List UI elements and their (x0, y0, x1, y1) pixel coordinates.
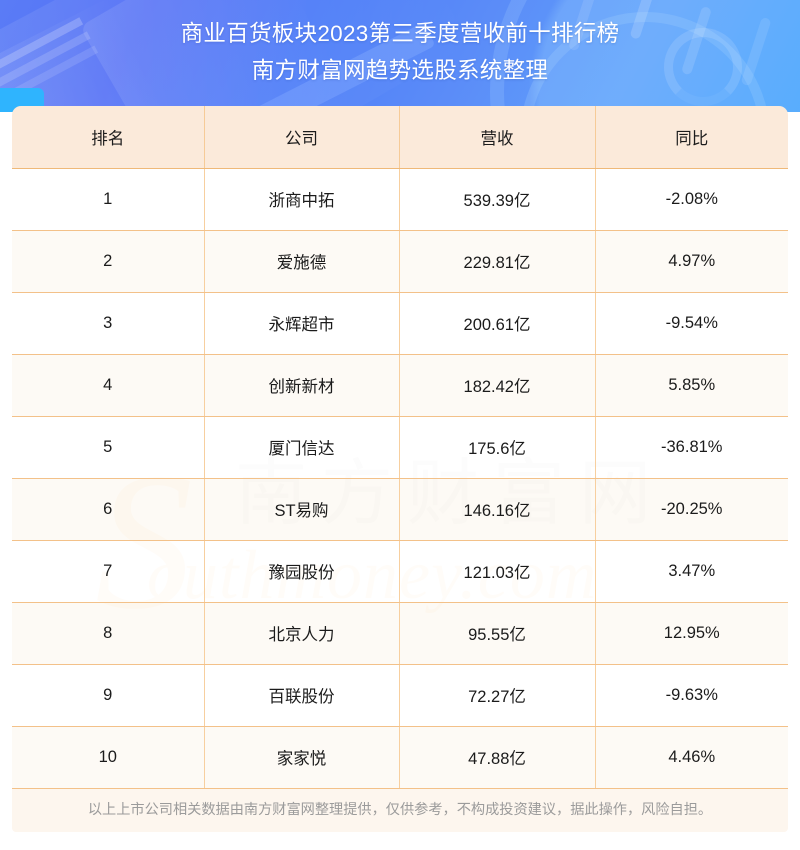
cell-revenue: 47.88亿 (399, 726, 596, 789)
table-row: 8 北京人力 95.55亿 12.95% (12, 602, 788, 665)
page-title-line-1: 商业百货板块2023第三季度营收前十排行榜 (180, 21, 620, 46)
table-row: 2 爱施德 229.81亿 4.97% (12, 230, 788, 293)
cell-yoy: -36.81% (595, 416, 788, 479)
cell-revenue: 121.03亿 (399, 540, 596, 603)
cell-yoy: -20.25% (595, 478, 788, 541)
cell-rank: 1 (12, 168, 205, 231)
table-row: 7 豫园股份 121.03亿 3.47% (12, 540, 788, 603)
cell-rank: 8 (12, 602, 205, 665)
cell-rank: 7 (12, 540, 205, 603)
cell-yoy: 5.85% (595, 354, 788, 417)
ranking-table-container: 排名 公司 营收 同比 1 浙商中拓 539.39亿 -2.08% 2 爱施德 … (12, 106, 788, 789)
column-header-rank: 排名 (12, 106, 205, 169)
page-title-line-2: 南方财富网趋势选股系统整理 (251, 58, 549, 83)
table-header-row: 排名 公司 营收 同比 (12, 106, 788, 169)
table-row: 6 ST易购 146.16亿 -20.25% (12, 478, 788, 541)
table-body: 1 浙商中拓 539.39亿 -2.08% 2 爱施德 229.81亿 4.97… (12, 168, 788, 789)
cell-yoy: 4.46% (595, 726, 788, 789)
ranking-table: 排名 公司 营收 同比 1 浙商中拓 539.39亿 -2.08% 2 爱施德 … (12, 106, 788, 789)
cell-rank: 2 (12, 230, 205, 293)
page-title: 商业百货板块2023第三季度营收前十排行榜 南方财富网趋势选股系统整理 (0, 0, 800, 87)
table-row: 4 创新新材 182.42亿 5.85% (12, 354, 788, 417)
cell-company: 家家悦 (204, 726, 400, 789)
cell-company: 创新新材 (204, 354, 400, 417)
column-header-revenue: 营收 (399, 106, 596, 169)
cell-rank: 6 (12, 478, 205, 541)
cell-revenue: 175.6亿 (399, 416, 596, 479)
cell-company: 永辉超市 (204, 292, 400, 355)
cell-revenue: 182.42亿 (399, 354, 596, 417)
cell-revenue: 72.27亿 (399, 664, 596, 727)
cell-rank: 9 (12, 664, 205, 727)
cell-company: ST易购 (204, 478, 400, 541)
column-header-yoy: 同比 (595, 106, 788, 169)
cell-company: 北京人力 (204, 602, 400, 665)
cell-company: 厦门信达 (204, 416, 400, 479)
cell-company: 豫园股份 (204, 540, 400, 603)
cell-yoy: 3.47% (595, 540, 788, 603)
cell-revenue: 200.61亿 (399, 292, 596, 355)
cell-rank: 3 (12, 292, 205, 355)
cell-yoy: 4.97% (595, 230, 788, 293)
cell-revenue: 539.39亿 (399, 168, 596, 231)
cell-revenue: 146.16亿 (399, 478, 596, 541)
table-row: 5 厦门信达 175.6亿 -36.81% (12, 416, 788, 479)
column-header-company: 公司 (204, 106, 400, 169)
page-banner: 商业百货板块2023第三季度营收前十排行榜 南方财富网趋势选股系统整理 (0, 0, 800, 112)
cell-revenue: 229.81亿 (399, 230, 596, 293)
table-row: 9 百联股份 72.27亿 -9.63% (12, 664, 788, 727)
cell-revenue: 95.55亿 (399, 602, 596, 665)
cell-rank: 5 (12, 416, 205, 479)
cell-yoy: -2.08% (595, 168, 788, 231)
table-row: 10 家家悦 47.88亿 4.46% (12, 726, 788, 789)
table-row: 3 永辉超市 200.61亿 -9.54% (12, 292, 788, 355)
cell-company: 爱施德 (204, 230, 400, 293)
cell-yoy: -9.54% (595, 292, 788, 355)
table-header: 排名 公司 营收 同比 (12, 106, 788, 169)
table-row: 1 浙商中拓 539.39亿 -2.08% (12, 168, 788, 231)
cell-company: 百联股份 (204, 664, 400, 727)
cell-company: 浙商中拓 (204, 168, 400, 231)
cell-rank: 4 (12, 354, 205, 417)
cell-yoy: 12.95% (595, 602, 788, 665)
cell-yoy: -9.63% (595, 664, 788, 727)
cell-rank: 10 (12, 726, 205, 789)
disclaimer-note: 以上上市公司相关数据由南方财富网整理提供，仅供参考，不构成投资建议，据此操作，风… (12, 789, 788, 832)
